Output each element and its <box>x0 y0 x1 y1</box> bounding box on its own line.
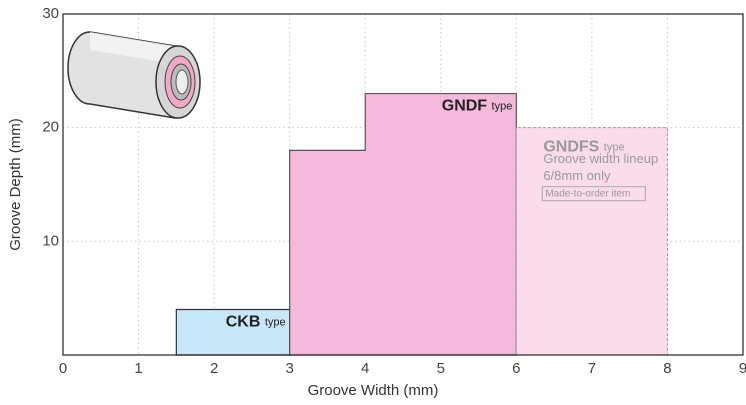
x-tick-label: 8 <box>663 360 671 377</box>
x-tick-label: 5 <box>437 360 445 377</box>
badge-label: Made-to-order item <box>545 188 630 199</box>
region-name: CKB <box>226 314 261 331</box>
region <box>290 94 517 355</box>
y-tick-label: 30 <box>42 5 59 22</box>
x-tick-label: 9 <box>739 360 746 377</box>
region-tag: type <box>492 100 513 112</box>
y-tick-label: 20 <box>42 119 59 136</box>
x-axis-label: Groove Width (mm) <box>308 382 439 399</box>
region-note: Groove width lineup <box>543 151 658 166</box>
region-tag: type <box>265 316 286 328</box>
x-tick-label: 0 <box>59 360 67 377</box>
region-label: GNDF type <box>442 98 513 115</box>
x-tick-label: 4 <box>361 360 369 377</box>
region-name: GNDF <box>442 98 488 115</box>
x-tick-label: 2 <box>210 360 218 377</box>
x-tick-label: 7 <box>588 360 596 377</box>
bearing-illustration <box>68 32 200 118</box>
x-tick-label: 6 <box>512 360 520 377</box>
x-tick-label: 1 <box>134 360 142 377</box>
region-label: CKB type <box>226 314 286 331</box>
y-tick-label: 10 <box>42 232 59 249</box>
x-tick-label: 3 <box>285 360 293 377</box>
region-note: 6/8mm only <box>543 168 611 183</box>
chart: 0123456789102030CKB typeGNDF typeGNDFS t… <box>0 0 746 405</box>
y-axis-label: Groove Depth (mm) <box>7 118 24 251</box>
